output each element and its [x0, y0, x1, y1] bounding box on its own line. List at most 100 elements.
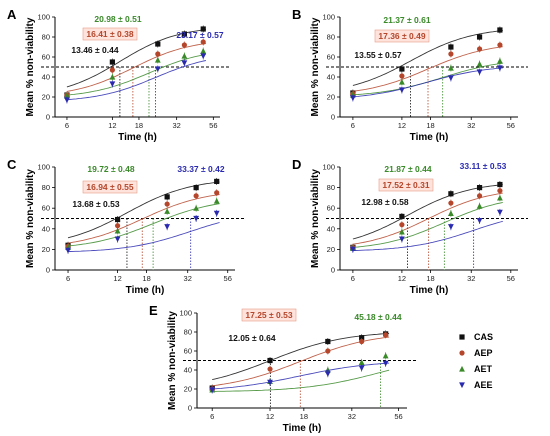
- data-point-AEE: [109, 81, 116, 88]
- data-point-AEP: [448, 51, 454, 57]
- fit-curve-CAS: [352, 184, 503, 240]
- data-point-AEE: [154, 66, 161, 73]
- fit-curve-AEE: [67, 222, 220, 253]
- legend-marker-AEE: [459, 382, 465, 389]
- legend-marker-CAS: [459, 334, 465, 340]
- fit-curve-AEP: [352, 192, 503, 245]
- data-point-AEE: [398, 87, 405, 94]
- svg-text:33.37 ± 0.42: 33.37 ± 0.42: [177, 164, 224, 174]
- data-point-AEE: [448, 75, 454, 82]
- svg-text:17.52 ± 0.31: 17.52 ± 0.31: [382, 180, 429, 190]
- y-tick-label: 0: [46, 113, 50, 122]
- svg-text:17.36 ± 0.49: 17.36 ± 0.49: [378, 31, 425, 41]
- ec50-annotation: 16.94 ± 0.55: [82, 180, 138, 194]
- x-axis-title: Time (h): [410, 132, 449, 143]
- panel-letter: E: [149, 303, 158, 318]
- x-tick-label: 18: [426, 121, 434, 130]
- data-point-AEP: [399, 222, 405, 228]
- data-point-AET: [398, 228, 405, 235]
- y-tick-label: 40: [184, 366, 192, 375]
- svg-text:12.98 ± 0.58: 12.98 ± 0.58: [361, 197, 408, 207]
- data-point-AEP: [155, 51, 161, 57]
- data-point-AEE: [65, 247, 71, 254]
- data-point-CAS: [155, 41, 161, 47]
- data-point-AEP: [359, 338, 365, 345]
- data-point-CAS: [164, 194, 170, 200]
- ec50-annotation: 13.55 ± 0.57: [354, 50, 401, 60]
- panel-letter: A: [7, 7, 17, 22]
- x-tick-label: 12: [108, 121, 116, 130]
- data-point-AEP: [325, 348, 331, 354]
- y-tick-label: 100: [322, 163, 335, 172]
- data-point-CAS: [497, 27, 503, 33]
- data-point-AEP: [193, 193, 199, 199]
- data-point-CAS: [214, 178, 220, 185]
- y-tick-label: 20: [327, 245, 335, 254]
- x-tick-label: 32: [467, 121, 475, 130]
- x-tick-label: 32: [184, 274, 192, 283]
- panel-A: 0 20 40 60 80 100 6 12 18 32 56 Time (h) Mean % non-…: [7, 7, 230, 143]
- x-tick-label: 18: [300, 412, 308, 421]
- fit-curve-AET: [212, 369, 390, 392]
- y-axis-title: Mean % non-viability: [25, 169, 36, 268]
- x-tick-label: 6: [351, 121, 355, 130]
- y-tick-label: 80: [327, 183, 335, 192]
- svg-text:13.55 ± 0.57: 13.55 ± 0.57: [354, 50, 401, 60]
- data-point-AEE: [64, 97, 70, 104]
- ec50-annotation: 16.41 ± 0.38: [82, 27, 138, 41]
- y-tick-label: 100: [37, 163, 50, 172]
- x-tick-label: 56: [394, 412, 402, 421]
- y-tick-label: 60: [42, 53, 50, 62]
- x-tick-label: 18: [135, 121, 143, 130]
- data-point-AEP: [114, 223, 121, 229]
- x-axis-title: Time (h): [118, 132, 157, 143]
- y-tick-label: 60: [327, 204, 335, 213]
- svg-text:13.46 ± 0.44: 13.46 ± 0.44: [71, 45, 118, 55]
- y-tick-label: 0: [46, 266, 50, 275]
- fit-curve-AET: [352, 201, 503, 248]
- data-point-AEE: [476, 69, 483, 76]
- y-tick-label: 80: [327, 33, 335, 42]
- data-point-AET: [164, 208, 171, 214]
- data-point-CAS: [325, 338, 331, 345]
- svg-text:12.05 ± 0.64: 12.05 ± 0.64: [228, 333, 275, 343]
- data-point-AET: [398, 78, 405, 85]
- svg-text:21.87 ± 0.44: 21.87 ± 0.44: [384, 164, 431, 174]
- ec50-annotation: 23.17 ± 0.57: [176, 30, 223, 40]
- data-point-CAS: [181, 31, 187, 37]
- data-point-AET: [448, 210, 454, 216]
- x-tick-label: 12: [266, 412, 274, 421]
- y-tick-label: 40: [327, 73, 335, 82]
- data-point-AEE: [200, 53, 207, 60]
- data-point-AEP: [214, 190, 220, 196]
- data-point-AEE: [213, 210, 220, 217]
- data-point-AEE: [209, 387, 216, 394]
- x-tick-label: 56: [209, 121, 217, 130]
- y-tick-label: 80: [42, 33, 50, 42]
- data-point-AEE: [448, 224, 454, 230]
- x-axis-title: Time (h): [126, 285, 165, 296]
- panel-letter: C: [7, 157, 17, 172]
- ec50-annotation: 19.72 ± 0.48: [87, 164, 134, 174]
- fit-curve-AEP: [66, 43, 206, 92]
- data-point-AET: [497, 57, 503, 64]
- y-tick-label: 40: [327, 224, 335, 233]
- data-point-AEE: [497, 65, 503, 72]
- data-point-AEE: [164, 224, 171, 230]
- legend-marker-AEP: [459, 350, 465, 356]
- x-tick-label: 56: [224, 274, 232, 283]
- data-point-CAS: [399, 66, 405, 72]
- ec50-annotation: 13.68 ± 0.53: [72, 199, 119, 209]
- data-point-AET: [114, 227, 121, 234]
- panel-B: 0 20 40 60 80 100 6 12 18 32 56 Time (h) Mean % non-…: [292, 7, 528, 143]
- data-point-AET: [64, 92, 70, 99]
- ec50-annotation: 13.46 ± 0.44: [71, 45, 118, 55]
- ec50-annotation: 45.18 ± 0.44: [354, 312, 401, 322]
- x-tick-label: 18: [426, 274, 434, 283]
- fit-curve-AEE: [352, 220, 503, 251]
- fit-curve-AEP: [67, 194, 220, 244]
- panel-letter: D: [292, 157, 301, 172]
- data-point-AEP: [181, 42, 187, 48]
- ec50-annotation: 21.37 ± 0.61: [383, 15, 430, 25]
